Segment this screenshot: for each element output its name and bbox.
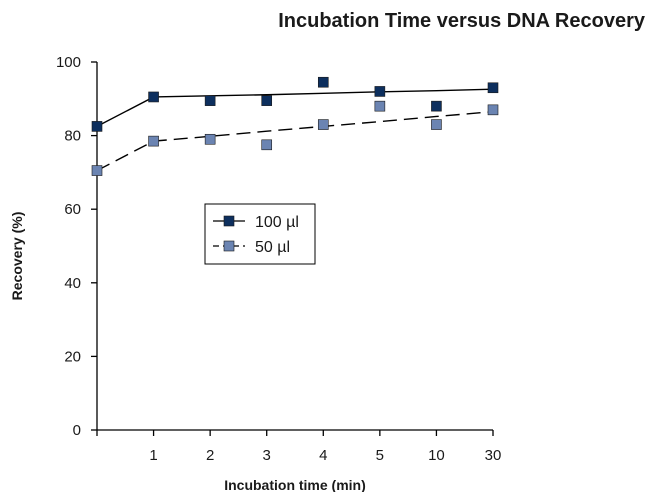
y-tick-label: 60 [64,201,81,218]
data-point [204,95,216,106]
y-tick-label: 20 [64,348,81,365]
data-point [431,119,442,130]
data-point [317,119,329,130]
legend-box [204,203,316,265]
data-point [317,76,329,88]
y-tick-label: 40 [64,275,81,292]
legend-label: 100 µl [255,214,299,231]
y-tick-label: 80 [64,128,81,145]
data-point [91,121,103,132]
axes: 0 20 40 60 80 100 1 2 3 4 5 10 30 Incubation time (mi… [9,54,501,492]
data-point [148,91,159,103]
legend-marker [223,215,235,227]
series-1 [91,100,499,176]
data-point [487,104,499,116]
x-tick-label: 10 [428,447,445,464]
legend-marker [223,240,235,252]
y-tick-label: 0 [73,422,81,439]
x-tick-label: 4 [319,447,327,464]
data-point [261,139,273,151]
x-tick-label: 3 [263,447,271,464]
data-point [91,165,103,176]
x-tick-label: 30 [485,447,502,464]
x-tick-label: 5 [376,447,384,464]
series-line [96,88,494,128]
series-layer [91,76,499,176]
x-tick-label: 1 [149,447,157,464]
y-axis-title: Recovery (%) [9,212,25,301]
data-point [204,133,216,145]
data-point [374,100,386,112]
data-point [261,95,273,106]
chart-title: Incubation Time versus DNA Recovery [278,10,645,32]
series-0 [91,76,499,132]
x-axis-title: Incubation time (min) [224,477,366,492]
legend: 100 µl 50 µl [204,203,316,265]
data-point [148,135,159,147]
data-point [374,86,386,97]
series-line [96,110,494,172]
data-point [487,82,499,94]
x-tick-label: 2 [206,447,214,464]
y-tick-label: 100 [56,54,81,71]
legend-label: 50 µl [255,239,290,256]
data-point [431,100,442,112]
